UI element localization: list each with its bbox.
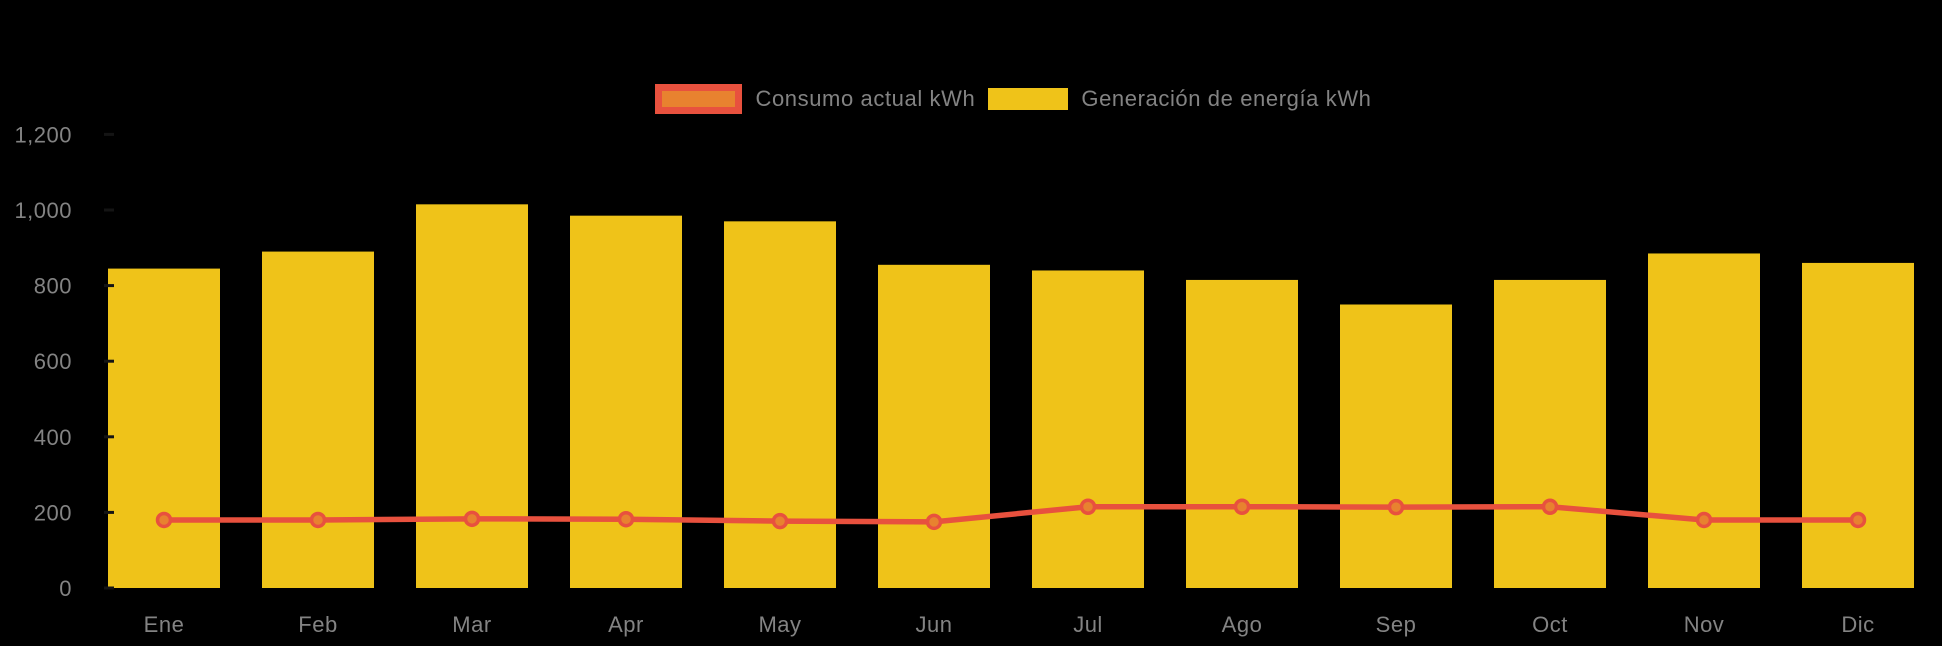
- x-tick-label-feb: Feb: [298, 612, 337, 637]
- x-tick-label-ago: Ago: [1222, 612, 1263, 637]
- x-tick-label-dic: Dic: [1841, 612, 1874, 637]
- line-point-dic: [1849, 511, 1867, 529]
- y-tick-label-1000: 1,000: [14, 198, 72, 223]
- legend-item-consumo[interactable]: Consumo actual kWh: [655, 84, 975, 114]
- y-axis-tick-mark: [104, 208, 114, 212]
- y-axis-tick-mark: [104, 132, 114, 136]
- legend-label-generacion: Generación de energía kWh: [1081, 86, 1372, 111]
- bar-dic: [1802, 262, 1914, 588]
- x-tick-label-apr: Apr: [608, 612, 644, 637]
- line-point-mar: [463, 510, 481, 528]
- bar-ago: [1186, 279, 1298, 588]
- consumo-swatch-icon: [655, 84, 743, 114]
- bar-sep: [1340, 304, 1452, 588]
- y-tick-label-400: 400: [34, 425, 72, 450]
- bar-feb: [262, 251, 374, 588]
- y-axis-tick-mark: [104, 435, 114, 439]
- x-tick-label-may: May: [758, 612, 801, 637]
- x-tick-label-mar: Mar: [452, 612, 491, 637]
- line-point-feb: [309, 511, 327, 529]
- line-point-apr: [617, 510, 635, 528]
- x-tick-label-ene: Ene: [144, 612, 185, 637]
- chart-legend: Consumo actual kWh Generación de energía…: [0, 84, 1942, 114]
- consumo-line: [161, 503, 1861, 525]
- bar-mar: [416, 204, 528, 588]
- bar-may: [724, 221, 836, 588]
- x-tick-label-jul: Jul: [1073, 612, 1103, 637]
- y-tick-label-800: 800: [34, 274, 72, 299]
- y-tick-label-0: 0: [59, 576, 72, 601]
- line-point-nov: [1695, 511, 1713, 529]
- y-tick-label-600: 600: [34, 349, 72, 374]
- y-axis-tick-mark: [104, 359, 114, 363]
- x-tick-label-nov: Nov: [1684, 612, 1725, 637]
- consumo-swatch-inner-icon: [662, 91, 736, 107]
- y-axis-tick-mark: [104, 284, 114, 288]
- x-tick-label-sep: Sep: [1376, 612, 1417, 637]
- legend-label-consumo: Consumo actual kWh: [755, 86, 976, 111]
- bar-apr: [570, 215, 682, 589]
- line-point-sep: [1387, 498, 1405, 516]
- x-tick-label-jun: Jun: [916, 612, 953, 637]
- line-point-oct: [1541, 498, 1559, 515]
- y-axis-tick-mark: [104, 510, 114, 514]
- bar-jul: [1032, 270, 1144, 588]
- generacion-swatch-icon: [988, 88, 1069, 110]
- y-tick-label-200: 200: [34, 500, 72, 525]
- bar-nov: [1648, 253, 1760, 588]
- line-point-jun: [925, 513, 943, 531]
- bar-ene: [108, 268, 220, 588]
- x-tick-label-oct: Oct: [1532, 612, 1568, 637]
- bar-jun: [878, 264, 990, 588]
- y-tick-label-1200: 1,200: [14, 122, 72, 147]
- line-point-jul: [1079, 498, 1097, 515]
- bar-oct: [1494, 279, 1606, 588]
- line-point-may: [771, 512, 789, 530]
- legend-item-generacion[interactable]: Generación de energía kWh: [988, 86, 1371, 112]
- line-point-ene: [155, 511, 173, 529]
- y-axis-tick-mark: [104, 586, 114, 590]
- line-point-ago: [1233, 498, 1251, 515]
